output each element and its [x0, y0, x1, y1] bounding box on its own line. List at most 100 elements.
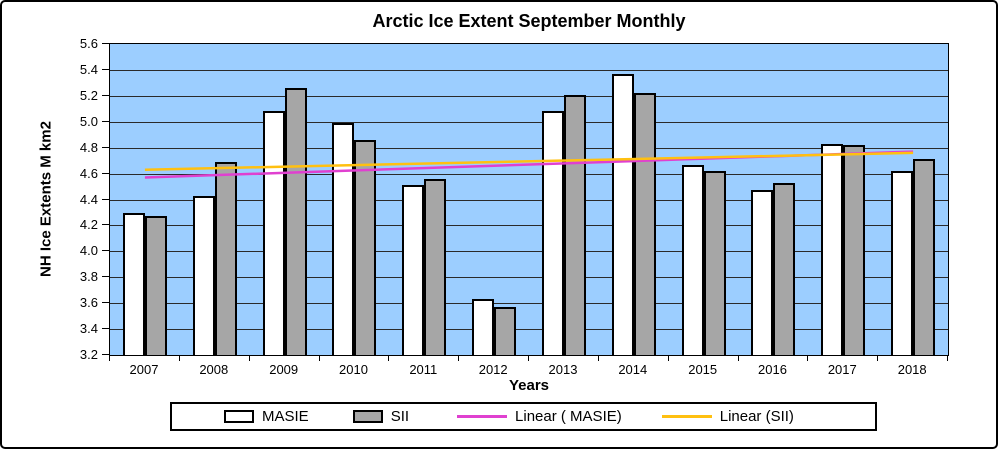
bar-sii-2018	[913, 159, 936, 355]
legend-label-linear-sii: Linear (SII)	[719, 408, 794, 425]
linear-masie-line-icon	[457, 415, 508, 418]
y-tick-mark	[102, 43, 109, 44]
legend-item-linear-sii: Linear (SII)	[661, 408, 794, 425]
gridline	[110, 69, 948, 71]
y-tick-label: 4.2	[79, 217, 98, 233]
chart-title: Arctic Ice Extent September Monthly	[372, 11, 686, 31]
gridline	[110, 303, 948, 305]
y-tick-label: 5.6	[79, 36, 98, 51]
y-tick-mark	[102, 198, 109, 200]
bar-sii-2015	[703, 171, 726, 355]
x-tick-mark	[318, 356, 320, 361]
y-tick-mark	[102, 354, 109, 355]
gridline	[110, 225, 948, 227]
bar-sii-2017	[843, 145, 866, 355]
y-tick-label: 5.2	[79, 87, 98, 103]
x-tick-mark	[528, 356, 529, 361]
bar-masie-2015	[681, 164, 704, 355]
bar-masie-2012	[472, 299, 495, 355]
x-tick-label: 2007	[129, 362, 159, 377]
y-tick-mark	[102, 68, 109, 70]
bar-sii-2010	[354, 139, 377, 355]
bar-sii-2016	[773, 182, 796, 355]
legend-item-sii: SII	[352, 408, 410, 425]
legend-item-linear-masie: Linear ( MASIE)	[457, 408, 622, 425]
gridline	[110, 95, 948, 97]
x-tick-label: 2011	[409, 362, 438, 377]
legend-label-sii: SII	[390, 408, 410, 425]
bar-masie-2018	[891, 171, 914, 355]
gridline	[110, 173, 948, 175]
y-tick-label: 5.4	[79, 61, 98, 77]
linear-sii-line-icon	[661, 415, 712, 418]
x-tick-mark	[178, 356, 180, 361]
x-tick-mark	[388, 356, 390, 361]
y-tick-mark	[102, 328, 109, 330]
x-tick-label: 2017	[827, 362, 857, 377]
y-tick-label: 3.4	[79, 321, 98, 337]
x-tick-mark	[458, 356, 460, 361]
bar-masie-2010	[332, 123, 355, 355]
y-tick-mark	[102, 276, 109, 278]
y-tick-label: 4.0	[79, 243, 98, 259]
bar-masie-2017	[821, 143, 844, 355]
sii-swatch-icon	[352, 410, 383, 423]
x-tick-mark	[737, 356, 739, 361]
y-tick-mark	[102, 224, 109, 226]
x-tick-label: 2015	[688, 362, 718, 377]
bar-masie-2014	[611, 73, 634, 355]
bar-sii-2011	[424, 178, 447, 355]
x-tick-mark	[667, 356, 669, 361]
x-axis-title: Years	[508, 377, 550, 394]
x-tick-mark	[109, 356, 110, 361]
y-tick-mark	[102, 94, 109, 96]
gridline	[110, 277, 948, 279]
x-tick-label: 2012	[478, 362, 508, 377]
gridline	[110, 199, 948, 201]
y-tick-label: 3.6	[79, 295, 98, 311]
gridline	[110, 121, 948, 123]
x-tick-label: 2018	[897, 362, 927, 377]
x-tick-label: 2016	[758, 362, 787, 377]
masie-swatch-icon	[224, 410, 254, 423]
x-tick-label: 2010	[339, 362, 368, 377]
y-tick-label: 4.8	[79, 139, 98, 155]
bar-masie-2008	[192, 195, 215, 355]
x-tick-label: 2014	[618, 362, 648, 377]
y-axis-title: NH Ice Extents M km2	[37, 121, 55, 277]
y-tick-mark	[102, 146, 109, 148]
bar-sii-2012	[494, 307, 517, 355]
trendline-sii	[144, 151, 914, 171]
y-tick-mark	[102, 302, 109, 304]
y-tick-label: 3.2	[79, 347, 98, 362]
legend-item-masie: MASIE	[224, 408, 309, 425]
x-tick-mark	[947, 356, 948, 361]
y-tick-label: 4.6	[79, 165, 98, 181]
legend: MASIE SII Linear ( MASIE) Linear (SII)	[170, 402, 877, 431]
gridline	[110, 147, 948, 149]
plot-area	[109, 43, 949, 356]
y-tick-mark	[102, 172, 109, 174]
legend-label-masie: MASIE	[262, 408, 309, 425]
y-tick-label: 3.8	[79, 269, 98, 285]
x-tick-mark	[877, 356, 879, 361]
bar-sii-2009	[284, 88, 307, 355]
bar-sii-2007	[144, 216, 167, 355]
gridline	[110, 251, 948, 253]
bar-masie-2007	[122, 212, 145, 355]
y-tick-label: 5.0	[79, 113, 98, 129]
y-tick-label: 4.4	[79, 191, 98, 207]
bar-masie-2016	[751, 190, 774, 355]
y-tick-mark	[102, 250, 109, 252]
bar-masie-2013	[541, 111, 564, 355]
trendlines-layer	[144, 150, 914, 179]
x-tick-label: 2008	[199, 362, 229, 377]
legend-label-linear-masie: Linear ( MASIE)	[515, 408, 622, 425]
x-tick-mark	[248, 356, 250, 361]
y-tick-mark	[102, 120, 109, 122]
bar-masie-2011	[402, 185, 425, 355]
x-tick-label: 2013	[548, 362, 578, 377]
gridline	[110, 329, 948, 331]
x-tick-mark	[597, 356, 599, 361]
